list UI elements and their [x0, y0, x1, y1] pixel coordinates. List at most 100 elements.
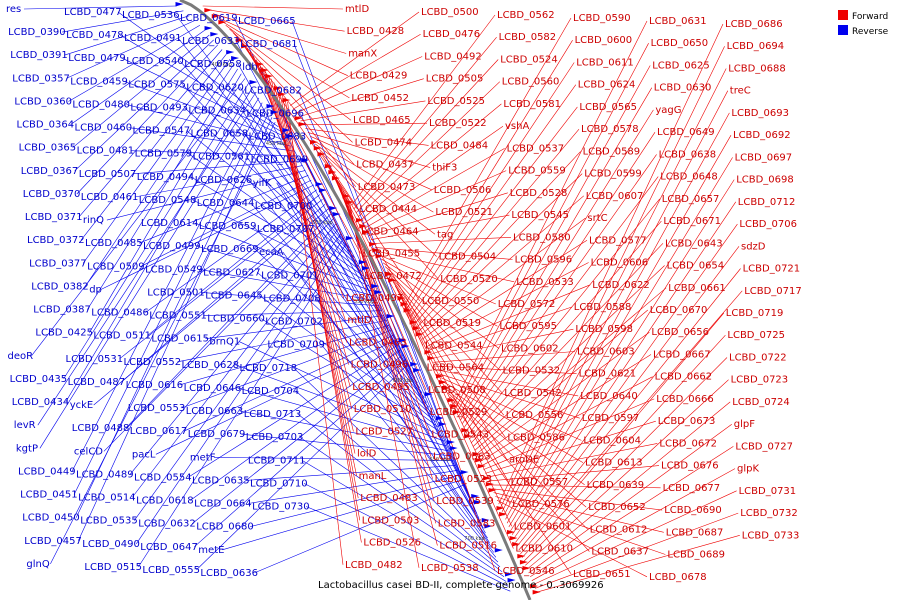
forward-gene-label: LCBD_0550 — [422, 296, 480, 307]
reverse-gene-label: LCBD_0554 — [134, 472, 192, 483]
forward-gene-label: LCBD_0662 — [655, 372, 713, 383]
label-connector — [186, 130, 363, 273]
reverse-gene-label: LCBD_0367 — [21, 166, 79, 177]
reverse-feature — [386, 314, 395, 319]
forward-gene-label: LCBD_0482 — [345, 560, 403, 571]
forward-gene-label: glpF — [734, 419, 755, 430]
label-connector — [360, 103, 502, 221]
forward-gene-label: LCBD_0429 — [350, 71, 408, 82]
label-connector — [398, 293, 513, 527]
forward-feature — [441, 386, 450, 391]
reverse-gene-label: LCBD_0644 — [197, 198, 255, 209]
forward-feature — [499, 512, 508, 517]
forward-gene-label: LCBD_0598 — [575, 324, 633, 335]
forward-gene-label: LCBD_0607 — [586, 191, 644, 202]
forward-gene-label: LCBD_0560 — [502, 77, 560, 88]
forward-gene-label: LCBD_0670 — [650, 305, 708, 316]
label-connector — [410, 84, 577, 317]
forward-feature — [359, 224, 368, 229]
forward-gene-label: LCBD_0624 — [578, 80, 636, 91]
forward-gene-label: LCBD_0727 — [735, 441, 793, 452]
reverse-gene-label: LCBD_0450 — [22, 513, 80, 524]
forward-feature — [265, 74, 274, 79]
forward-gene-label: LCBD_0492 — [424, 52, 482, 63]
label-connector — [31, 78, 246, 356]
label-connector — [362, 125, 504, 225]
label-connector — [301, 460, 507, 582]
reverse-feature — [249, 80, 258, 85]
forward-gene-label: LCBD_0639 — [587, 480, 645, 491]
forward-gene-label: treC — [730, 86, 751, 97]
reverse-gene-label: LCBD_0647 — [140, 542, 198, 553]
label-connector — [374, 247, 513, 260]
label-connector — [503, 90, 729, 516]
reverse-gene-label: LCBD_0663 — [186, 406, 244, 417]
label-connector — [490, 484, 661, 489]
reverse-gene-label: rinQ — [83, 215, 104, 226]
label-connector — [297, 413, 503, 573]
label-connector — [175, 14, 350, 248]
forward-gene-label: LCBD_0484 — [431, 140, 489, 151]
label-connector — [310, 136, 432, 191]
legend-forward-swatch — [838, 10, 848, 20]
reverse-gene-label: LCBD_0665 — [238, 16, 296, 27]
forward-gene-label: LCBD_0580 — [513, 232, 571, 243]
forward-gene-label: LCBD_0721 — [743, 264, 801, 275]
forward-feature — [409, 320, 418, 325]
reverse-gene-label: metF — [190, 452, 216, 463]
reverse-gene-label: LCBD_0627 — [203, 267, 261, 278]
label-connector — [536, 535, 740, 593]
forward-feature — [310, 140, 319, 145]
legend: Forward Reverse — [838, 10, 889, 37]
label-connector — [455, 43, 649, 409]
label-connector — [501, 68, 727, 512]
reverse-feature — [413, 368, 422, 373]
label-connector — [322, 155, 421, 302]
label-connector — [427, 284, 591, 352]
tick-label: 600 kbp — [393, 378, 413, 384]
label-connector — [133, 233, 342, 521]
label-connector — [483, 398, 655, 470]
label-connector — [189, 349, 402, 501]
reverse-gene-label: LCBD_0579 — [135, 149, 193, 160]
forward-gene-label: LCBD_0654 — [667, 261, 725, 272]
reverse-gene-label: LCBD_0490 — [82, 539, 140, 550]
forward-gene-label: LCBD_0500 — [421, 7, 479, 18]
label-connector — [132, 160, 300, 175]
forward-gene-label: LCBD_0661 — [668, 283, 726, 294]
label-connector — [101, 184, 315, 290]
label-connector — [351, 14, 496, 206]
forward-gene-label: LCBD_0612 — [590, 524, 648, 535]
reverse-gene-label: LCBD_0708 — [263, 293, 321, 304]
label-connector — [396, 289, 511, 505]
label-connector — [307, 132, 431, 168]
forward-gene-label: LCBD_0572 — [498, 299, 556, 310]
label-connector — [236, 36, 357, 187]
label-connector — [438, 373, 580, 419]
forward-gene-label: LCBD_0503 — [362, 515, 420, 526]
label-connector — [386, 270, 503, 394]
reverse-feature — [449, 446, 458, 451]
forward-gene-label: LCBD_0723 — [731, 375, 789, 386]
forward-gene-label: LCBD_0650 — [651, 38, 709, 49]
forward-gene-label: LCBD_0557 — [511, 477, 569, 488]
label-connector — [388, 274, 505, 416]
label-connector — [229, 28, 353, 143]
reverse-gene-label: LCBD_0377 — [29, 258, 87, 269]
forward-feature — [509, 536, 518, 541]
forward-gene-label: LCBD_0732 — [740, 508, 798, 519]
forward-feature — [388, 278, 397, 283]
label-connector — [368, 192, 508, 237]
reverse-gene-label: LCBD_0658 — [191, 129, 249, 140]
reverse-gene-label: glnQ — [26, 559, 49, 570]
label-connector — [422, 217, 586, 340]
reverse-gene-label: LCBD_0681 — [240, 39, 298, 50]
label-connector — [442, 381, 584, 463]
label-connector — [513, 223, 738, 539]
reverse-gene-label: LCBD_0618 — [136, 496, 194, 507]
forward-gene-label: LCBD_0472 — [364, 271, 422, 282]
reverse-feature — [226, 50, 235, 55]
reverse-gene-label: LCBD_0535 — [80, 516, 138, 527]
label-connector — [213, 457, 454, 461]
forward-gene-label: LCBD_0428 — [347, 26, 405, 37]
